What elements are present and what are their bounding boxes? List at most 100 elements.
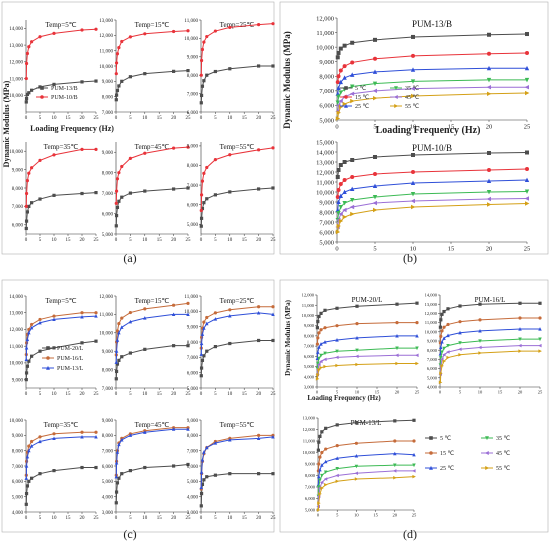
data-point [524, 177, 530, 182]
data-point [338, 68, 343, 73]
y-tick-label: 8,000 [187, 434, 199, 439]
x-tick-label: 10 [355, 390, 360, 395]
y-tick-label: 10,000 [184, 37, 198, 42]
data-point [94, 434, 98, 439]
chart-8: 9,000 10,000 11,000 12,000 13,000 14,000 0 5 10 1… [9, 295, 99, 397]
data-point [487, 32, 491, 37]
data-point [271, 312, 275, 316]
y-tick-label: 6,000 [304, 354, 315, 360]
data-point [350, 198, 355, 203]
data-point [336, 85, 341, 90]
data-point [395, 346, 399, 351]
data-point [335, 423, 339, 427]
data-point [199, 208, 203, 213]
data-point [199, 58, 204, 63]
x-tick-label: 10 [142, 516, 148, 521]
y-tick-label: 7,000 [319, 219, 334, 226]
chart-title: Temp=15℃ [135, 21, 170, 29]
data-point [350, 158, 355, 162]
y-tick-label: 10,000 [9, 94, 23, 99]
x-tick-label: 5 [129, 516, 132, 521]
data-point [202, 326, 206, 330]
data-point [338, 98, 343, 104]
x-tick-label: 10 [227, 238, 233, 243]
data-point [200, 482, 205, 486]
y-tick-label: 6,000 [187, 465, 199, 470]
data-point [350, 72, 355, 77]
data-point [25, 484, 29, 488]
data-point [117, 84, 121, 88]
y-tick-label: 5,000 [187, 223, 199, 228]
y-tick-label: 5,000 [187, 480, 199, 485]
x-tick-label: 20 [171, 238, 177, 243]
x-tick-label: 5 [39, 516, 42, 521]
y-tick-label: 8,000 [102, 171, 114, 176]
data-point [117, 46, 121, 50]
x-tick-label: 20 [171, 392, 177, 397]
y-tick-label: 4,000 [102, 495, 114, 500]
chart-10: 5,000 6,000 7,000 8,000 9,000 10,000 11,000 0 5 1… [184, 295, 276, 397]
y-tick-label: 12,000 [9, 61, 23, 66]
series-line [337, 198, 528, 228]
data-point [319, 480, 324, 485]
data-point [228, 25, 232, 29]
y-tick-label: 6,000 [319, 229, 334, 236]
data-point [205, 475, 209, 479]
data-point [342, 43, 347, 48]
data-point [128, 75, 132, 79]
data-point [338, 90, 343, 95]
chart-15: 4,000 5,000 6,000 7,000 8,000 9,000 10,000 11,0… [425, 293, 543, 395]
series-line [439, 302, 540, 328]
x-tick-label: 20 [171, 516, 177, 521]
data-point [38, 439, 42, 444]
data-point [24, 100, 28, 104]
y-tick-label: 4,000 [12, 511, 24, 516]
legend-entry: 35 ℃ [496, 436, 511, 442]
data-point [38, 85, 42, 89]
x-tick-label: 20 [256, 116, 262, 121]
x-tick-label: 15 [448, 124, 455, 131]
x-tick-label: 25 [94, 392, 100, 397]
data-point [410, 180, 416, 185]
data-point [316, 361, 320, 366]
data-point [372, 200, 377, 206]
legend-entry: 55 ℃ [496, 466, 511, 472]
y-tick-label: 9,000 [102, 419, 114, 424]
x-tick-label: 15 [66, 516, 72, 521]
data-point [200, 206, 205, 211]
y-tick-label: 10,000 [303, 450, 316, 456]
y-tick-label: 7,000 [319, 88, 334, 95]
y-tick-label: 9,000 [102, 151, 114, 156]
data-point [213, 193, 217, 197]
data-point [342, 64, 347, 69]
series-line [25, 467, 96, 505]
data-point [319, 365, 323, 370]
x-tick-label: 25 [94, 238, 100, 243]
data-point [412, 452, 416, 457]
y-tick-label: 8,000 [12, 187, 24, 192]
data-point [52, 317, 56, 322]
data-point [38, 158, 42, 162]
data-point [335, 55, 340, 60]
series-line [115, 187, 189, 226]
x-tick-label: 5 [39, 392, 42, 397]
x-tick-label: 15 [242, 116, 248, 121]
data-point [395, 302, 399, 306]
data-point [485, 466, 490, 470]
legend-entry: 35 ℃ [405, 86, 420, 92]
y-tick-label: 4,000 [187, 495, 199, 500]
data-point [393, 419, 397, 423]
data-point [317, 485, 321, 489]
data-point [412, 469, 416, 473]
series-line [200, 23, 274, 76]
data-point [373, 207, 378, 213]
chart-12: 3,000 4,000 5,000 6,000 7,000 8,000 9,000 0 5 10 1… [102, 419, 191, 521]
y-tick-label: 13,000 [425, 302, 438, 308]
data-point [114, 349, 119, 353]
data-point [373, 37, 377, 42]
data-point [429, 436, 433, 440]
data-point [335, 456, 339, 460]
data-point [354, 477, 359, 481]
data-point [338, 163, 343, 167]
